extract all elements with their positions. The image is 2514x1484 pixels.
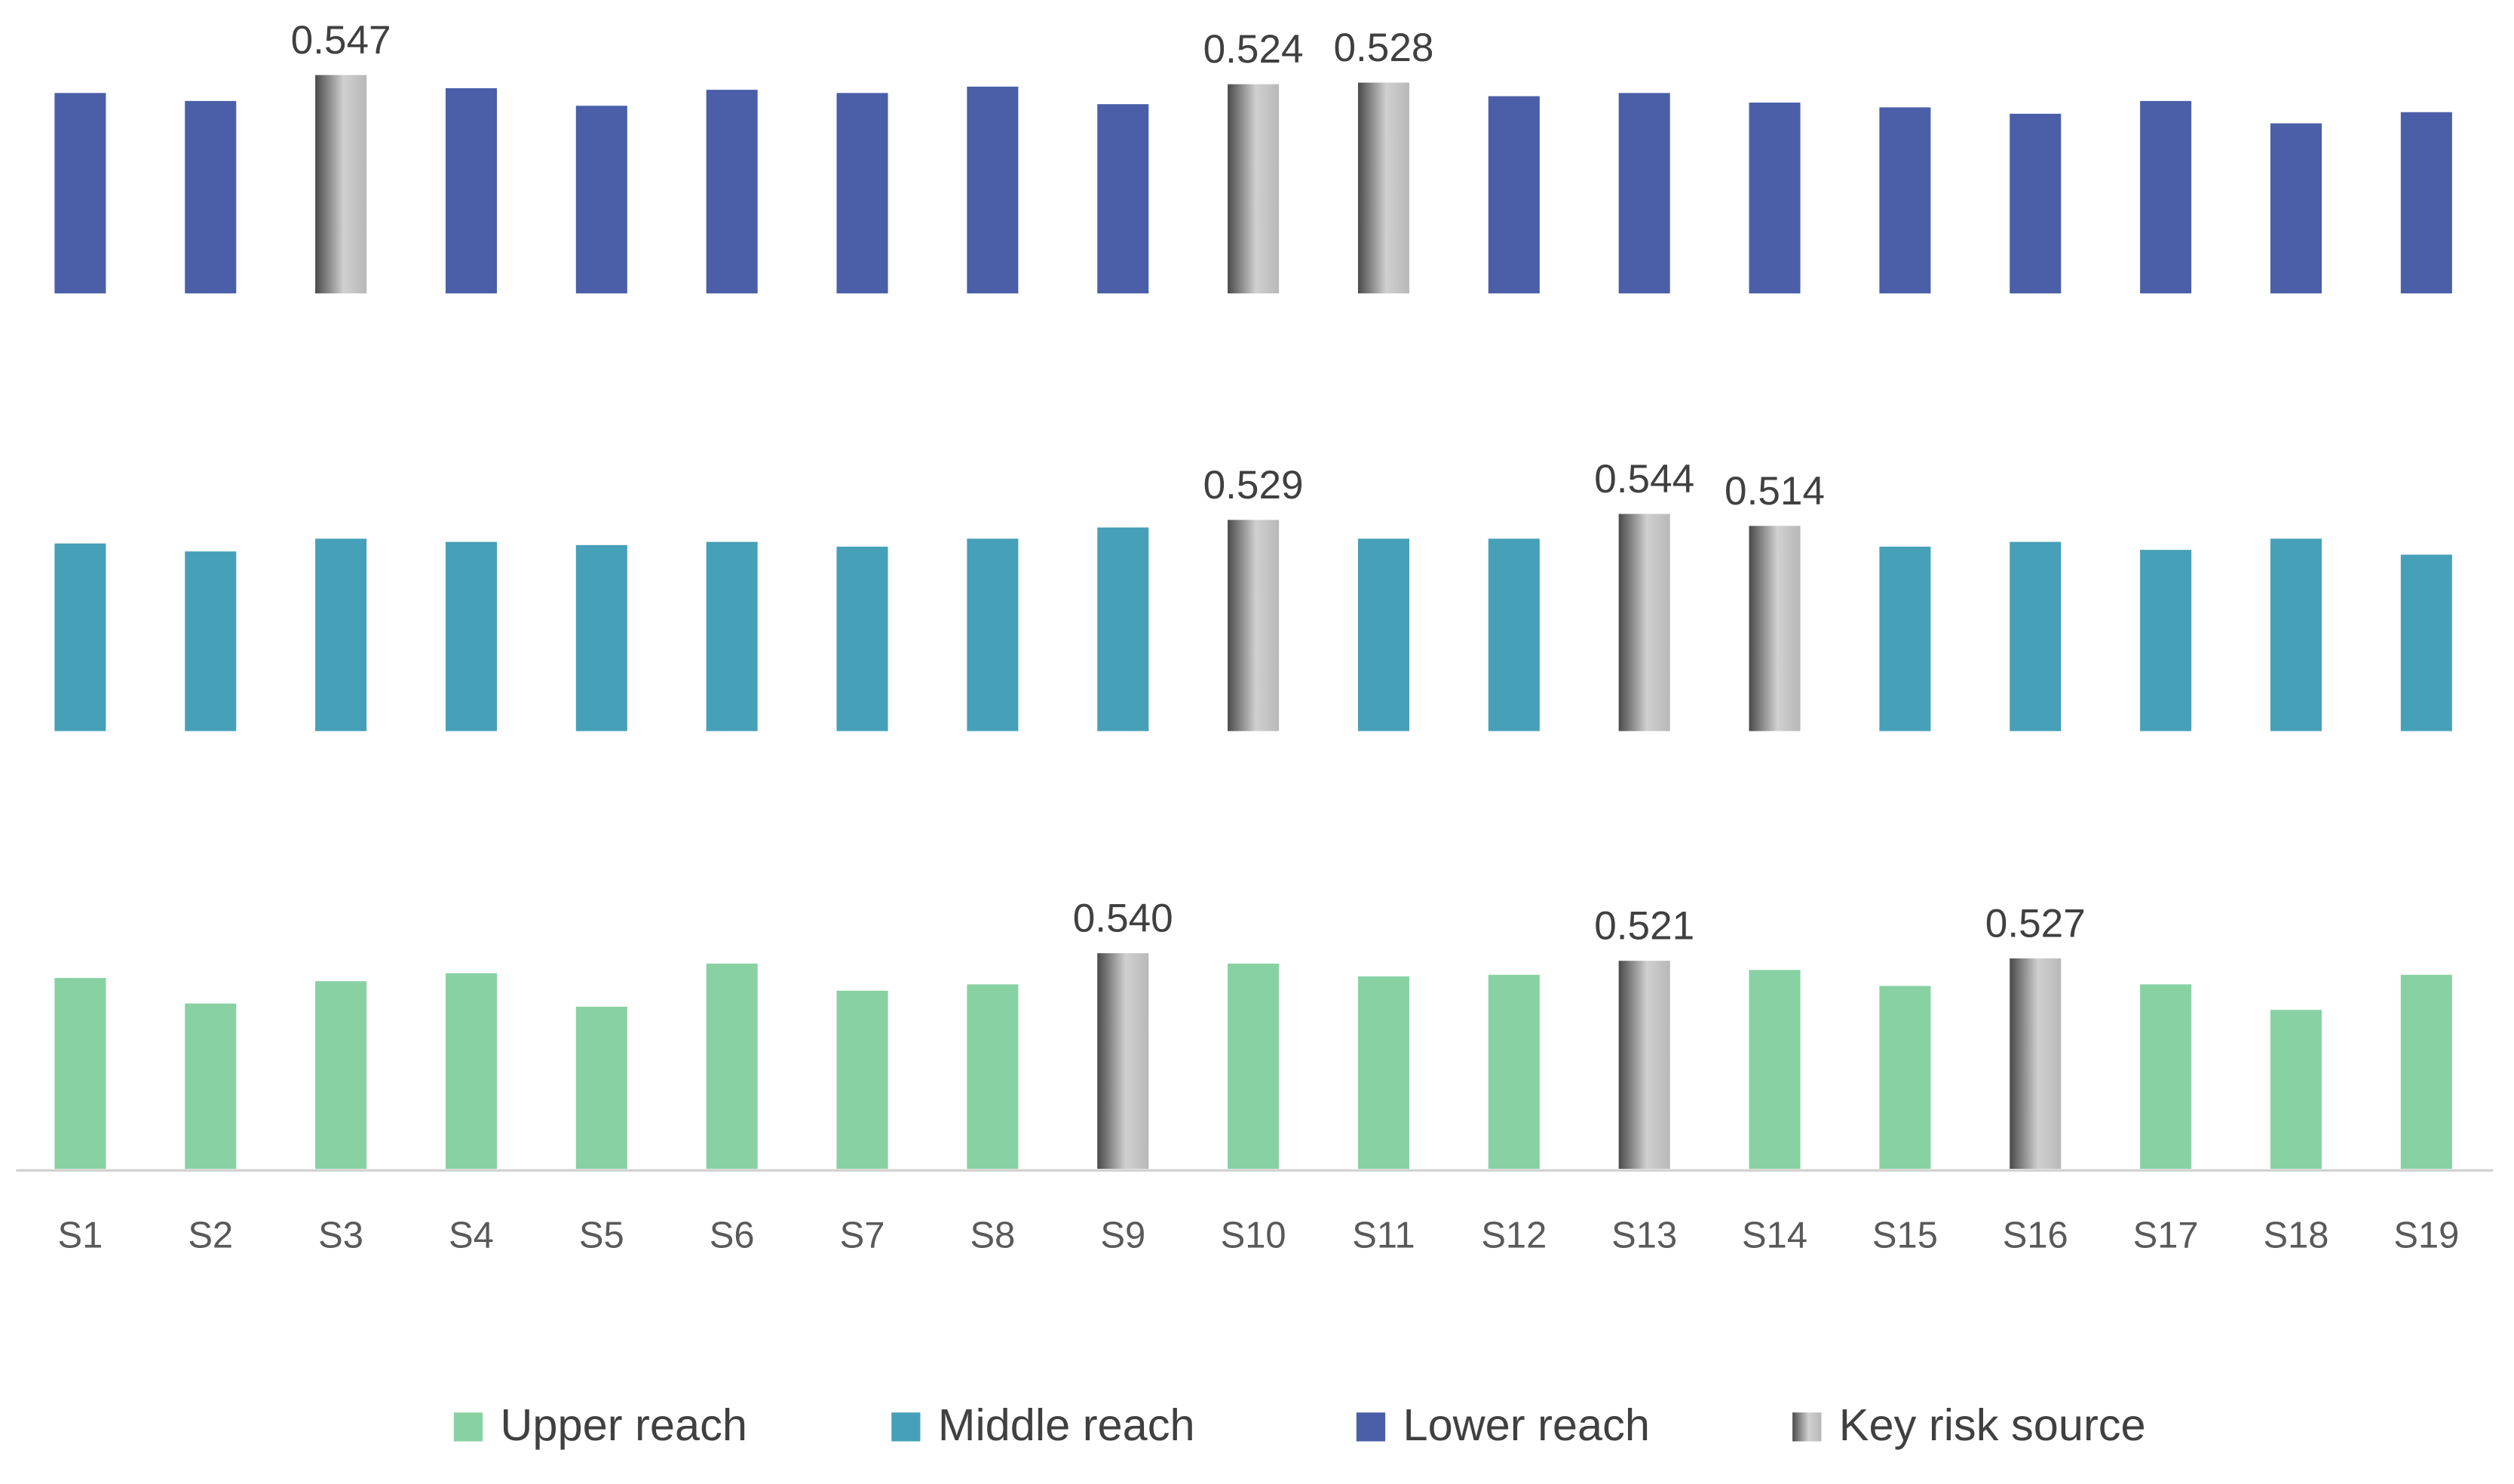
bar (315, 538, 367, 731)
value-label: 0.521 (1594, 904, 1694, 949)
bar (967, 984, 1019, 1169)
bar (1488, 538, 1540, 731)
bar (445, 541, 497, 731)
x-tick-label: S7 (840, 1215, 885, 1256)
key-risk-bar (1618, 961, 1670, 1169)
bar (2400, 554, 2452, 731)
legend-swatch (1356, 1412, 1386, 1442)
bar (54, 93, 106, 294)
bar (445, 973, 497, 1169)
bar (2140, 984, 2192, 1169)
key-risk-bar (2010, 958, 2062, 1169)
bar (706, 963, 758, 1169)
x-tick-label: S10 (1221, 1215, 1286, 1256)
legend-swatch (453, 1412, 483, 1442)
bar (2270, 123, 2322, 294)
value-label: 0.529 (1203, 463, 1304, 507)
bar (445, 87, 497, 294)
bar (1488, 96, 1540, 294)
x-tick-label: S18 (2263, 1215, 2329, 1256)
bar (1097, 104, 1149, 294)
value-label: 0.524 (1203, 27, 1304, 72)
bar (836, 990, 888, 1169)
x-tick-label: S15 (1872, 1215, 1938, 1256)
value-label: 0.514 (1725, 469, 1825, 514)
bar (1097, 527, 1149, 731)
bar (2400, 112, 2452, 294)
bar (1618, 93, 1670, 294)
bar (2140, 550, 2192, 731)
bar (1879, 986, 1931, 1169)
x-tick-label: S8 (970, 1215, 1015, 1256)
x-tick-label: S19 (2393, 1215, 2459, 1256)
bar (1749, 970, 1801, 1169)
legend-label: Middle reach (938, 1400, 1195, 1450)
bar (1357, 976, 1409, 1169)
bar (575, 106, 627, 294)
value-label: 0.528 (1333, 26, 1433, 70)
bar (967, 538, 1019, 731)
value-label: 0.527 (1985, 902, 2086, 946)
bar (1357, 538, 1409, 731)
key-risk-bar (1228, 520, 1280, 731)
key-risk-bar (1228, 84, 1280, 294)
bar (967, 86, 1019, 294)
bar (836, 93, 888, 294)
x-tick-label: S13 (1611, 1215, 1677, 1256)
key-risk-bar (1618, 514, 1670, 731)
bar (706, 541, 758, 731)
x-tick-label: S2 (188, 1215, 233, 1256)
bar (575, 1007, 627, 1169)
bar (1879, 546, 1931, 731)
bar (2270, 538, 2322, 731)
bar (2270, 1010, 2322, 1169)
key-risk-bar (1097, 953, 1149, 1169)
bar (1488, 974, 1540, 1169)
value-label: 0.547 (291, 18, 391, 63)
value-label: 0.544 (1594, 457, 1694, 501)
x-tick-label: S4 (449, 1215, 494, 1256)
bar (706, 90, 758, 294)
legend-label: Key risk source (1839, 1400, 2146, 1450)
x-tick-label: S14 (1742, 1215, 1807, 1256)
x-tick-label: S12 (1481, 1215, 1547, 1256)
x-tick-label: S5 (579, 1215, 624, 1256)
bar (1228, 963, 1280, 1169)
bar (185, 1003, 237, 1169)
x-tick-label: S11 (1352, 1215, 1415, 1256)
x-tick-label: S6 (710, 1215, 755, 1256)
key-risk-bar (1749, 526, 1801, 731)
legend-swatch (891, 1412, 921, 1442)
bar (2400, 974, 2452, 1169)
bar (575, 544, 627, 731)
x-tick-label: S16 (2003, 1215, 2068, 1256)
bar (54, 977, 106, 1169)
x-tick-label: S1 (57, 1215, 103, 1256)
bar (1749, 103, 1801, 294)
bar (2010, 113, 2062, 294)
bar (2140, 100, 2192, 294)
bar (54, 543, 106, 731)
bar (185, 551, 237, 731)
x-tick-label: S3 (318, 1215, 363, 1256)
x-tick-label: S17 (2133, 1215, 2199, 1256)
value-label: 0.540 (1073, 897, 1173, 941)
legend-swatch (1792, 1412, 1822, 1442)
bar (185, 100, 237, 294)
key-risk-bar (1357, 82, 1409, 294)
bar (836, 546, 888, 731)
key-risk-bar (315, 75, 367, 294)
bar (1879, 107, 1931, 294)
x-tick-label: S9 (1100, 1215, 1145, 1256)
legend-label: Upper reach (500, 1400, 747, 1450)
bar (2010, 541, 2062, 731)
legend-label: Lower reach (1403, 1400, 1650, 1450)
bar (315, 981, 367, 1169)
